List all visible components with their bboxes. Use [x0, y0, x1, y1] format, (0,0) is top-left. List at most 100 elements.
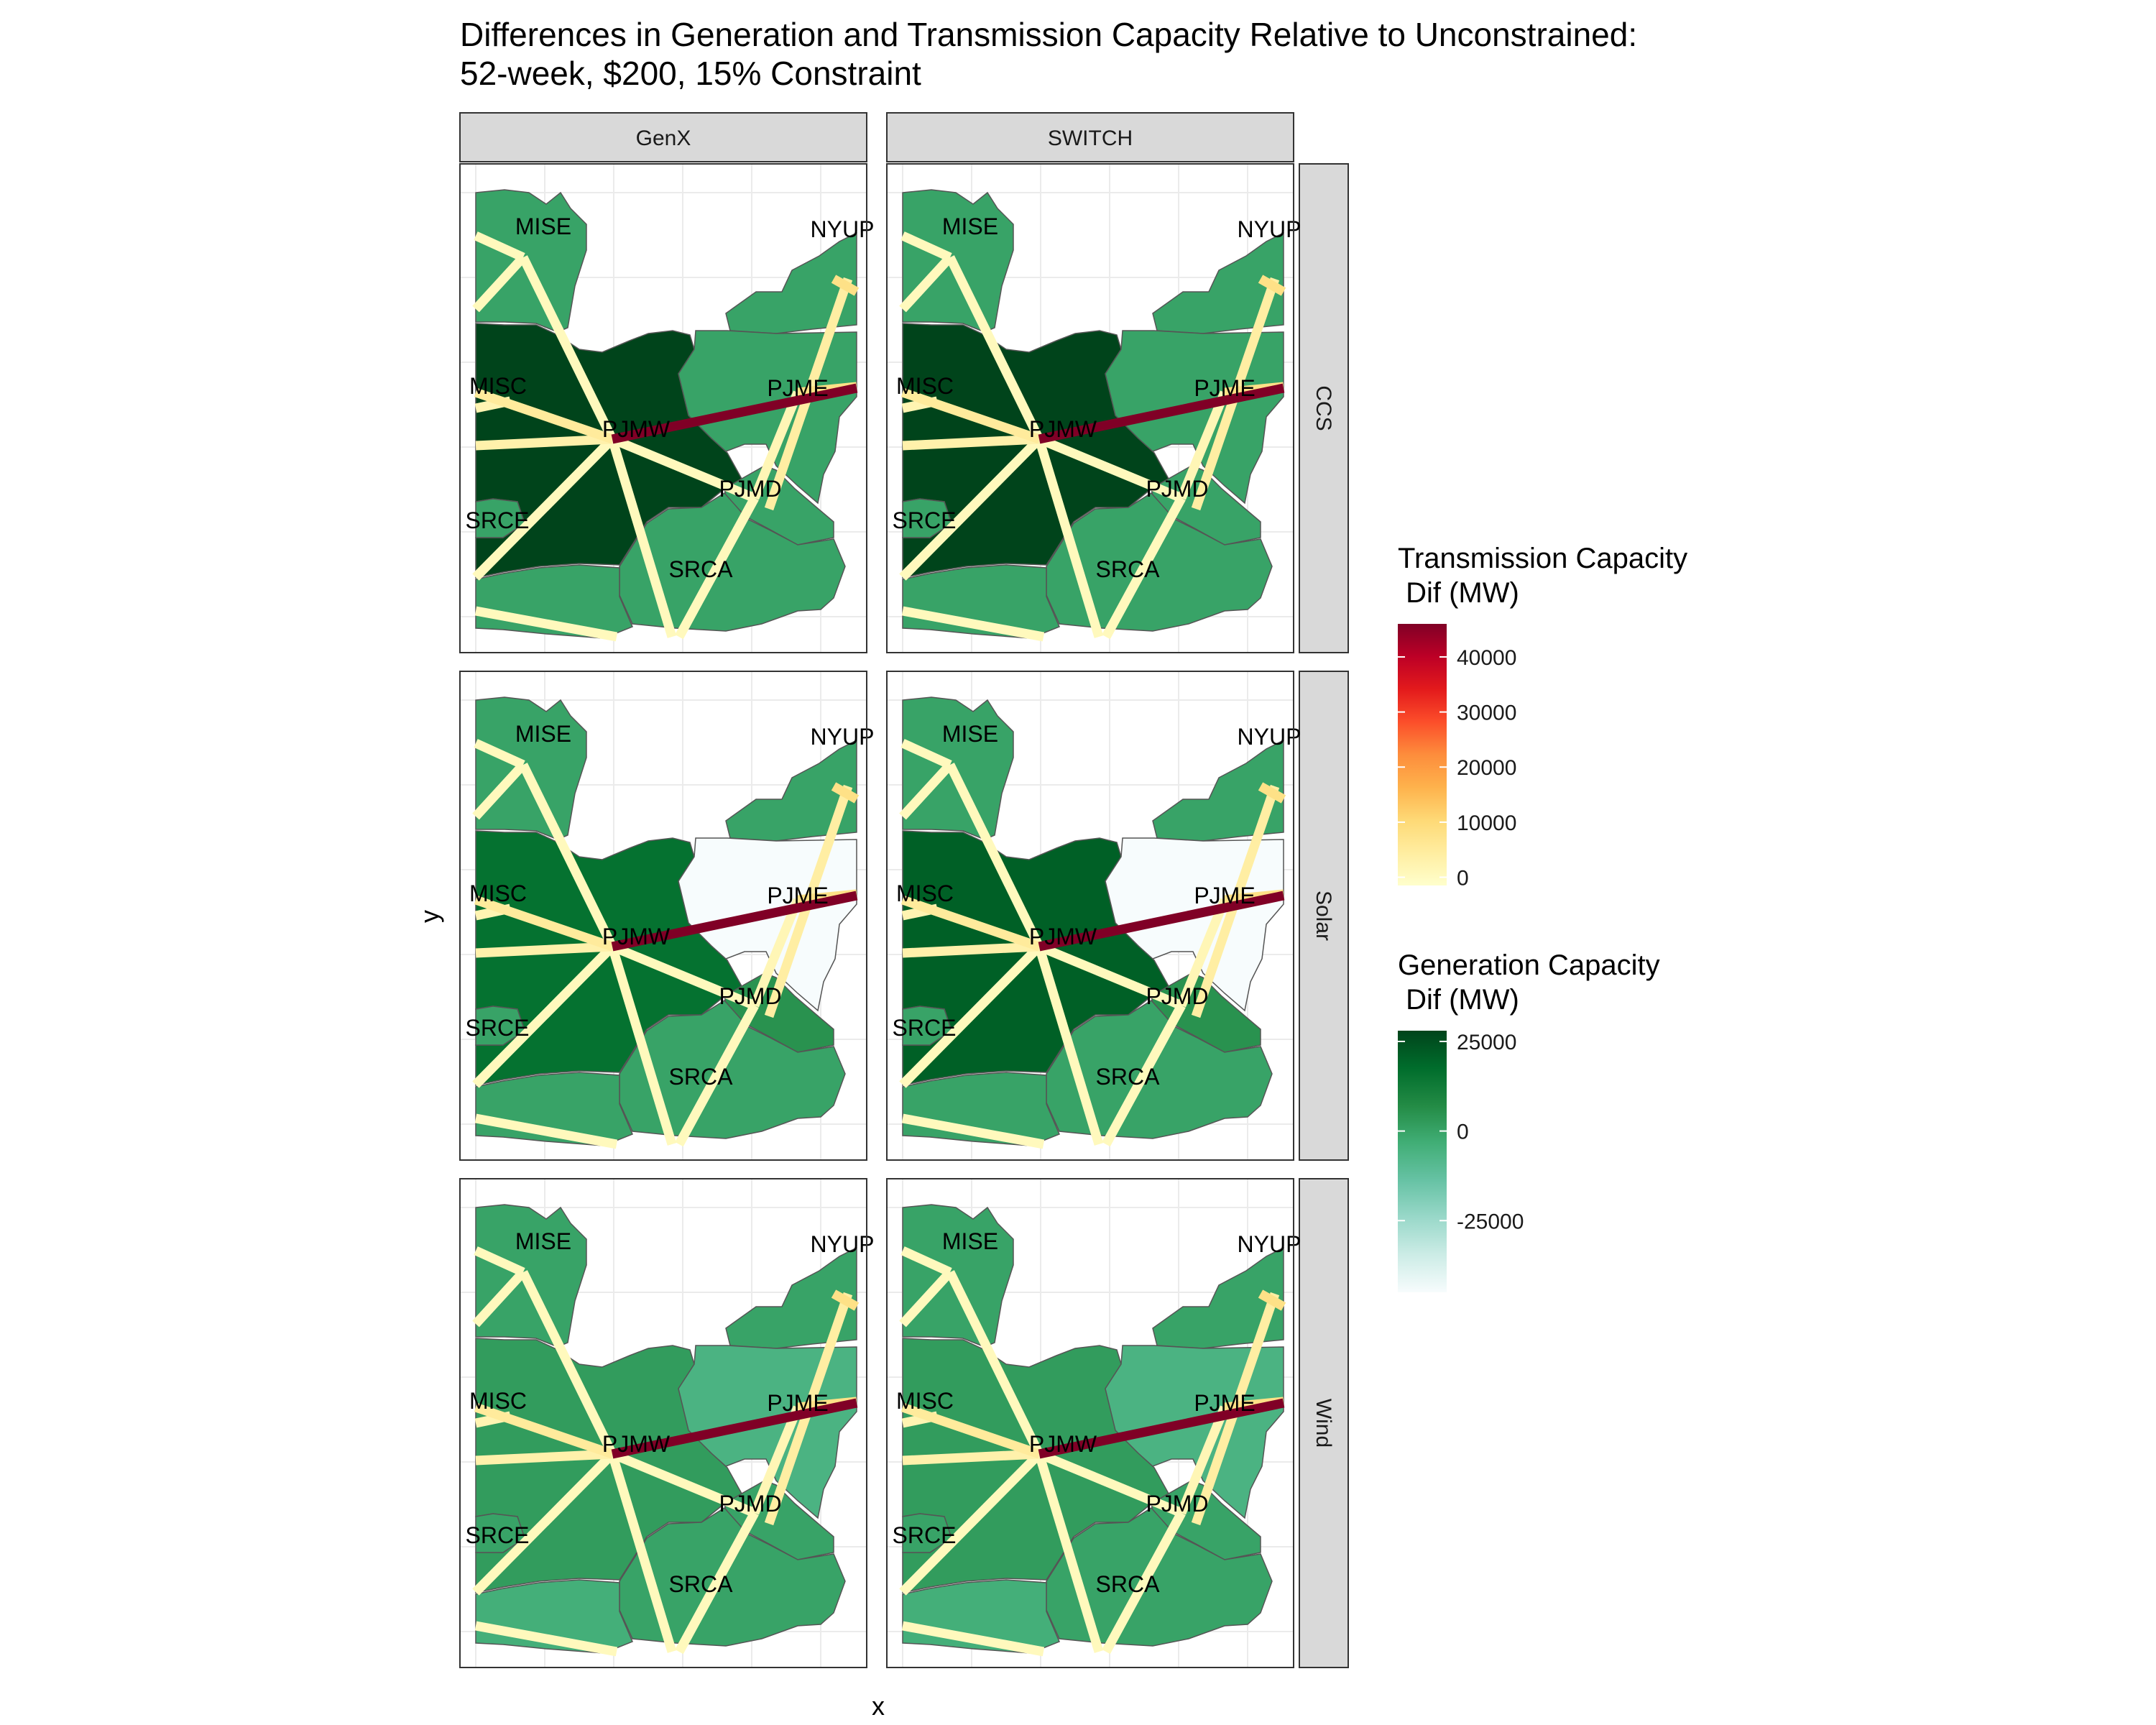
- legend-trans-tick: 30000: [1457, 702, 1516, 725]
- line-pjmw-pjmd: [1037, 942, 1184, 1011]
- node-label-pjmw: PJMW: [602, 1431, 671, 1457]
- line-pjmw-west-edge: [902, 1449, 1040, 1466]
- line-pjmw-mise: [946, 1270, 1044, 1456]
- line-pjmw-pjme: [611, 1398, 858, 1459]
- legend-gen-tick: 25000: [1457, 1031, 1516, 1054]
- node-label-pjmd: PJMD: [719, 983, 781, 1009]
- line-pjmw-pjme: [611, 383, 858, 444]
- line-srce-south-west-edge: [899, 943, 1043, 1088]
- line-pjmw-srca: [1034, 1453, 1104, 1653]
- legend-trans-tick: 0: [1457, 867, 1469, 891]
- node-label-misc: MISC: [469, 880, 527, 906]
- node-label-pjmw: PJMW: [1029, 416, 1097, 442]
- line-srca-south-edge: [1102, 1510, 1186, 1655]
- region-mise: [902, 696, 1014, 840]
- node-labels: MISE NYUP MISC PJMW PJME SRCE PJMD SRCA: [466, 1228, 875, 1597]
- node-label-misc: MISC: [469, 373, 527, 399]
- line-mise-west-edge-upper: [899, 1269, 954, 1328]
- node-label-srca: SRCA: [669, 1571, 734, 1597]
- line-pjmw-pjme: [1038, 383, 1285, 444]
- node-label-mise: MISE: [942, 1228, 998, 1254]
- line-nyup-east-edge: [831, 782, 860, 804]
- node-label-pjme: PJME: [1194, 883, 1255, 908]
- node-label-srca: SRCA: [1096, 1571, 1161, 1597]
- line-pjmw-misc: [474, 1402, 614, 1459]
- line-nyup-east-edge: [831, 1289, 860, 1311]
- node-label-nyup: NYUP: [1238, 724, 1302, 750]
- line-pjmw-pjmd: [610, 942, 757, 1011]
- region-srca: [1046, 492, 1273, 632]
- line-nyup-east-edge: [1258, 782, 1286, 804]
- line-pjmw-pjme: [1038, 891, 1285, 952]
- line-pjmw-misc: [900, 387, 1041, 444]
- legend-transmission-title-1: Transmission Capacity: [1398, 543, 1687, 574]
- node-label-srca: SRCA: [1096, 556, 1161, 582]
- legend-transmission-title-2: Dif (MW): [1398, 577, 1519, 609]
- region-mise: [475, 189, 587, 333]
- node-label-srca: SRCA: [669, 556, 734, 582]
- region-mise: [475, 1204, 587, 1348]
- node-label-pjme: PJME: [1194, 1390, 1255, 1416]
- x-axis-label: x: [872, 1691, 885, 1721]
- line-pjmw-mise: [519, 763, 617, 949]
- strip-switch: SWITCH: [886, 112, 1294, 162]
- line-srce-south-west-edge: [472, 436, 616, 581]
- node-label-mise: MISE: [515, 1228, 571, 1254]
- line-pjmw-srca: [1034, 945, 1104, 1146]
- node-label-misc: MISC: [469, 1388, 527, 1414]
- line-srce-south-edge: [901, 1621, 1045, 1657]
- line-pjme-pjmd: [750, 1405, 803, 1515]
- title: Differences in Generation and Transmissi…: [460, 16, 1637, 92]
- line-pjmw-srca: [1034, 438, 1104, 638]
- node-label-pjmd: PJMD: [1146, 983, 1208, 1009]
- legend-transmission: Transmission Capacity Dif (MW) 40000 3000…: [1398, 543, 1687, 891]
- transmission-layer: [899, 739, 1286, 1149]
- node-label-pjmd: PJMD: [719, 476, 781, 502]
- node-label-mise: MISE: [942, 213, 998, 239]
- region-mise: [902, 189, 1014, 333]
- node-label-pjmw: PJMW: [1029, 1431, 1097, 1457]
- node-label-pjme: PJME: [767, 375, 828, 401]
- strip-ccs: CCS: [1299, 163, 1349, 653]
- line-pjmw-pjmd: [1037, 434, 1184, 503]
- legend-transmission-colorbar: 40000 30000 20000 10000 0: [1398, 624, 1516, 891]
- line-srca-south-edge: [675, 1003, 759, 1147]
- line-pjme-pjmd: [1176, 898, 1230, 1008]
- line-mise-west-edge-top: [474, 1246, 525, 1276]
- line-srce-south-edge: [474, 1113, 618, 1149]
- legend-generation: Generation Capacity Dif (MW) 25000 0 -2500…: [1398, 949, 1660, 1292]
- strip-label: Wind: [1312, 1399, 1335, 1448]
- line-mise-west-edge-top: [900, 1246, 952, 1276]
- node-label-mise: MISE: [515, 721, 571, 747]
- node-label-pjmw: PJMW: [602, 416, 671, 442]
- line-pjmw-misc: [474, 387, 614, 444]
- node-label-misc: MISC: [896, 880, 954, 906]
- line-srca-south-edge: [1102, 1003, 1186, 1147]
- region-srca: [1046, 1000, 1273, 1139]
- line-srce-south-edge: [901, 1113, 1045, 1149]
- legend-gen-tick: -25000: [1457, 1210, 1524, 1233]
- line-nyup-east-edge: [1258, 1289, 1286, 1311]
- line-pjme-pjmd: [1176, 390, 1230, 500]
- line-mise-west-edge-top: [900, 739, 952, 769]
- legend-generation-colorbar: 25000 0 -25000: [1398, 1031, 1524, 1292]
- transmission-layer: [899, 231, 1286, 642]
- line-mise-west-edge-upper: [899, 761, 954, 820]
- region-srca: [619, 1507, 846, 1647]
- line-srca-south-edge: [675, 495, 759, 640]
- region-srca: [619, 1000, 846, 1139]
- line-pjmw-mise: [946, 763, 1044, 949]
- line-mise-west-edge-upper: [472, 1269, 527, 1328]
- strip-genx: GenX: [459, 112, 867, 162]
- strip-label: Solar: [1312, 891, 1335, 941]
- line-mise-west-edge-upper: [472, 254, 527, 313]
- node-label-pjme: PJME: [767, 1390, 828, 1416]
- line-pjmw-west-edge: [902, 434, 1040, 451]
- line-mise-west-edge-upper: [472, 761, 527, 820]
- node-labels: MISE NYUP MISC PJMW PJME SRCE PJMD SRCA: [893, 1228, 1302, 1597]
- strip-label: CCS: [1312, 385, 1335, 431]
- node-label-srce: SRCE: [893, 507, 957, 533]
- title-line-2: 52-week, $200, 15% Constraint: [460, 55, 921, 92]
- strip-label: GenX: [636, 126, 691, 150]
